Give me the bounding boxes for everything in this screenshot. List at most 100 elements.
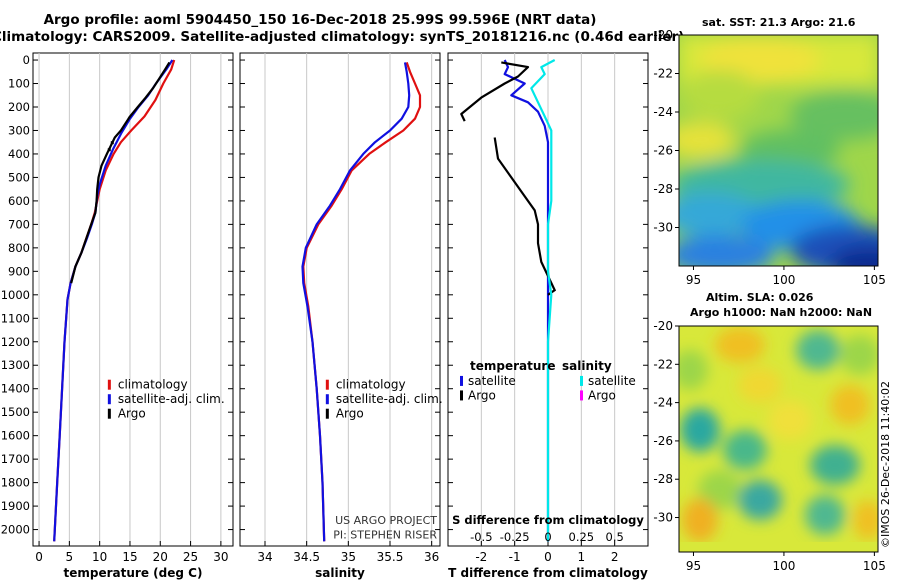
legend-swatch — [580, 390, 583, 401]
x-axis-label: temperature (deg C) — [64, 566, 203, 580]
legend-label: Argo — [336, 407, 364, 421]
x-tick-label: 2 — [611, 550, 619, 564]
legend-swatch — [325, 394, 329, 405]
series-line — [493, 137, 557, 296]
map-y-tick-label: -28 — [653, 182, 673, 196]
plot-frame — [239, 52, 441, 547]
series-line — [70, 61, 171, 284]
series-line — [530, 59, 556, 542]
map-axes: -20 -22 -24 -26 -28 -30 95 100 105 — [653, 319, 885, 573]
series-line — [53, 59, 174, 542]
legend-swatch — [107, 408, 111, 419]
legend-label: satellite-adj. clim. — [118, 392, 225, 406]
depth-tick-label: 1400 — [1, 382, 30, 396]
map-axes: -20 -22 -24 -26 -28 -30 95 100 105 — [653, 28, 885, 287]
map-x-tick-label: 105 — [863, 273, 886, 287]
x-tick-label: 25 — [183, 550, 198, 564]
legend-label: Argo — [118, 407, 146, 421]
sst-map-title: sat. SST: 21.3 Argo: 21.6 — [702, 16, 856, 29]
legend-swatch — [460, 390, 463, 401]
x-axis-label: T difference from climatology — [448, 566, 648, 580]
x-tick-label: 36 — [424, 550, 439, 564]
depth-tick-label: 800 — [8, 241, 30, 255]
series-line — [503, 59, 550, 542]
x-tick-label: 34.5 — [293, 550, 320, 564]
legend-header: temperature — [470, 359, 555, 373]
credit-line: US ARGO PROJECT — [335, 514, 437, 527]
series-line — [53, 59, 176, 542]
x-tick-label: 1 — [578, 550, 586, 564]
series-line — [301, 62, 411, 542]
x-tick-label: 0 — [544, 550, 552, 564]
temperature-profile: 0 5 10 15 20 25 300100200300400500600700800900… — [1, 52, 234, 580]
salinity-profile: 34 34.5 35 35.5 36 salinity climatologysatelli… — [239, 52, 443, 580]
sla-map-subtitle: Argo h1000: NaN h2000: NaN — [690, 306, 873, 319]
s-tick-label: 0 — [544, 530, 551, 544]
depth-tick-label: 200 — [8, 100, 30, 114]
depth-tick-label: 1600 — [1, 429, 30, 443]
sla-map — [679, 326, 878, 552]
title-line-2: Climatology: CARS2009. Satellite-adjuste… — [0, 29, 685, 45]
legend-swatch — [325, 408, 329, 419]
map-y-tick-label: -30 — [653, 221, 673, 235]
depth-tick-label: 1100 — [1, 311, 30, 325]
depth-tick-label: 300 — [8, 123, 30, 137]
legend-label: satellite — [468, 374, 516, 388]
title-line-1: Argo profile: aoml 5904450_150 16-Dec-20… — [43, 12, 597, 28]
x-tick-label: 35.5 — [377, 550, 404, 564]
map-y-tick-label: -20 — [653, 28, 673, 42]
map-y-tick-label: -22 — [653, 357, 673, 371]
sla-map-title: Altim. SLA: 0.026 — [706, 291, 814, 304]
depth-tick-label: 900 — [8, 264, 30, 278]
legend-swatch — [325, 379, 329, 390]
s-axis-label: S difference from climatology — [452, 513, 644, 527]
s-tick-label: 0.5 — [606, 530, 624, 544]
map-x-tick-label: 105 — [863, 559, 886, 573]
difference-profile: T difference from climatology S differenc… — [447, 52, 649, 580]
map-y-tick-label: -22 — [653, 67, 673, 81]
credit-line: PI: STEPHEN RISER — [333, 529, 437, 542]
legend-label: Argo — [468, 388, 496, 402]
map-x-tick-label: 95 — [686, 273, 701, 287]
depth-tick-label: 600 — [8, 194, 30, 208]
depth-tick-label: 1200 — [1, 335, 30, 349]
copyright-stamp: ©IMOS 26-Dec-2018 11:40:02 — [879, 381, 892, 548]
depth-tick-label: 100 — [8, 77, 30, 91]
x-tick-label: -1 — [509, 550, 521, 564]
x-tick-label: 30 — [213, 550, 228, 564]
map-x-tick-label: 95 — [686, 559, 701, 573]
plot-frame — [32, 52, 234, 547]
legend-swatch — [107, 394, 111, 405]
legend-header: salinity — [562, 359, 612, 373]
depth-tick-label: 400 — [8, 147, 30, 161]
series-point — [110, 141, 114, 145]
x-tick-label: 5 — [66, 550, 74, 564]
depth-tick-label: 700 — [8, 217, 30, 231]
depth-tick-label: 1800 — [1, 476, 30, 490]
legend-label: climatology — [118, 378, 188, 392]
legend-label: satellite — [588, 374, 636, 388]
map-x-tick-label: 100 — [772, 559, 795, 573]
map-y-tick-label: -24 — [653, 105, 673, 119]
map-y-tick-label: -20 — [653, 319, 673, 333]
s-tick-label: 0.25 — [569, 530, 595, 544]
depth-tick-label: 1000 — [1, 288, 30, 302]
s-tick-label: -0.5 — [470, 530, 492, 544]
legend-label: Argo — [588, 388, 616, 402]
x-tick-label: 35 — [341, 550, 356, 564]
map-x-tick-label: 100 — [772, 273, 795, 287]
legend-swatch — [107, 379, 111, 390]
x-tick-label: 0 — [35, 550, 43, 564]
series-point — [107, 148, 111, 152]
legend-label: climatology — [336, 378, 406, 392]
depth-tick-label: 1500 — [1, 405, 30, 419]
legend-swatch — [460, 375, 463, 386]
depth-tick-label: 500 — [8, 170, 30, 184]
map-y-tick-label: -28 — [653, 472, 673, 486]
map-y-tick-label: -24 — [653, 396, 673, 410]
sst-map — [679, 35, 878, 266]
depth-tick-label: 1900 — [1, 499, 30, 513]
x-tick-label: -2 — [475, 550, 487, 564]
map-y-tick-label: -26 — [653, 144, 673, 158]
